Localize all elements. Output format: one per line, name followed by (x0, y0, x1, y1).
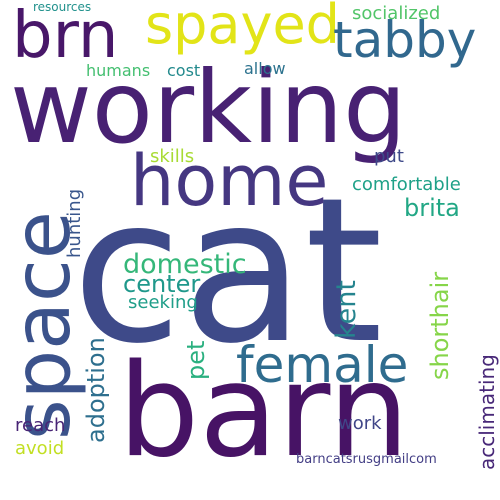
word-cost: cost (167, 61, 201, 80)
word-kent: kent (331, 280, 362, 339)
word-avoid: avoid (15, 438, 65, 459)
word-resources: resources (33, 0, 92, 14)
word-home: home (130, 140, 329, 222)
word-barncatsrusgmailcom: barncatsrusgmailcom (296, 452, 437, 467)
word-allow: allow (244, 59, 286, 78)
word-hunting: hunting (64, 188, 85, 258)
word-spayed: spayed (145, 0, 340, 56)
word-adoption: adoption (82, 337, 110, 443)
word-put: put (374, 146, 404, 167)
word-socialized: socialized (352, 3, 441, 24)
word-acclimating: acclimating (475, 354, 499, 470)
word-humans: humans (86, 61, 151, 80)
word-cat: cat (72, 155, 383, 388)
word-domestic: domestic (123, 249, 247, 280)
word-pet: pet (182, 340, 210, 380)
word-brita: brita (404, 194, 460, 222)
word-comfortable: comfortable (352, 174, 461, 195)
word-female: female (236, 336, 409, 394)
word-working: working (10, 49, 407, 166)
word-seeking: seeking (128, 292, 198, 313)
word-brn: brn (12, 0, 119, 73)
word-center: center (123, 270, 201, 298)
word-shorthair: shorthair (426, 271, 454, 380)
word-skills: skills (150, 146, 195, 167)
word-reach: reach (15, 415, 66, 436)
word-tabby: tabby (333, 11, 477, 69)
word-barn: barn (118, 337, 410, 486)
word-work: work (338, 413, 382, 434)
